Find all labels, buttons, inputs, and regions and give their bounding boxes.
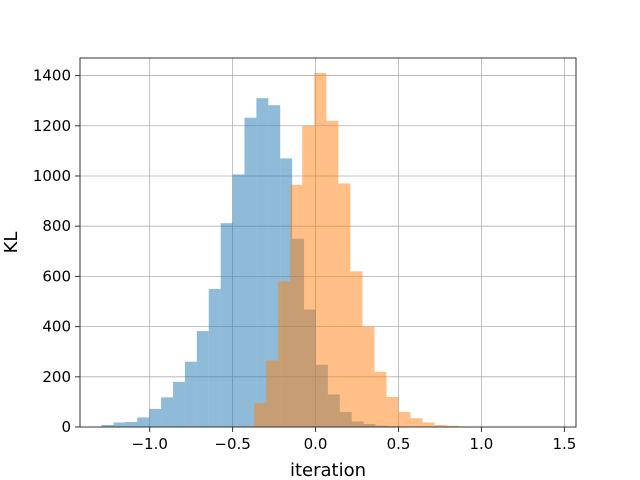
y-tick-label: 600	[42, 267, 71, 285]
histogram-bar-series-2	[386, 396, 399, 427]
histogram-bar-series-2	[266, 360, 279, 427]
y-axis-title: KL	[1, 232, 22, 254]
y-tick-label: 1200	[33, 117, 71, 135]
plot-frame	[79, 57, 577, 428]
histogram-bar-series-2	[290, 184, 303, 427]
y-tick-label: 400	[42, 318, 71, 336]
histogram-bar-series-2	[374, 371, 387, 427]
x-tick-label: 1.5	[552, 435, 576, 453]
histogram-bar-series-2	[398, 411, 411, 427]
histogram-bar-series-1	[208, 288, 221, 427]
histogram-bars	[101, 73, 495, 428]
histogram-bar-series-2	[446, 425, 459, 427]
y-tick-label: 1000	[33, 167, 71, 185]
x-tick-label: −1.0	[131, 435, 167, 453]
x-tick-label: 0.5	[387, 435, 411, 453]
histogram-bar-series-1	[125, 421, 138, 427]
x-axis-title: iteration	[290, 460, 366, 480]
histogram-bar-series-1	[149, 408, 162, 427]
histogram-bar-series-2	[338, 183, 351, 427]
histogram-bar-series-1	[256, 98, 269, 427]
histogram-bar-series-1	[113, 422, 126, 427]
y-tick-label: 200	[42, 368, 71, 386]
histogram-bar-series-2	[314, 73, 327, 428]
histogram-bar-series-2	[410, 418, 423, 427]
histogram-bar-series-2	[254, 403, 267, 427]
histogram-bar-series-1	[244, 117, 257, 427]
histogram-bar-series-2	[434, 424, 447, 427]
histogram-bar-series-1	[173, 381, 185, 427]
histogram-bar-series-2	[362, 326, 375, 427]
x-tick-label: 0.0	[304, 435, 328, 453]
histogram-bar-series-2	[326, 120, 339, 428]
histogram-bar-series-2	[350, 271, 363, 427]
histogram-bar-series-1	[101, 424, 114, 427]
histogram-bar-series-2	[422, 422, 435, 427]
histogram-bar-series-1	[220, 223, 233, 427]
histogram-bar-series-1	[137, 417, 150, 427]
y-tick-label: 1400	[33, 67, 71, 85]
y-axis-ticks: 0 200 400 600 800 1000 1200 1400	[33, 67, 80, 436]
histogram-bar-series-1	[268, 105, 281, 427]
histogram-bar-series-1	[184, 361, 197, 427]
histogram-bar-series-2	[278, 281, 291, 427]
x-tick-label: −0.5	[214, 435, 250, 453]
histogram-bar-series-2	[302, 125, 315, 427]
y-tick-label: 0	[61, 418, 71, 436]
y-tick-label: 800	[42, 217, 71, 235]
histogram-bar-series-1	[161, 397, 174, 427]
histogram-bar-series-1	[232, 174, 245, 427]
x-tick-label: 1.0	[470, 435, 494, 453]
x-axis-ticks: −1.0 −0.5 0.0 0.5 1.0 1.5	[131, 427, 576, 453]
histogram-bar-series-1	[196, 331, 209, 427]
